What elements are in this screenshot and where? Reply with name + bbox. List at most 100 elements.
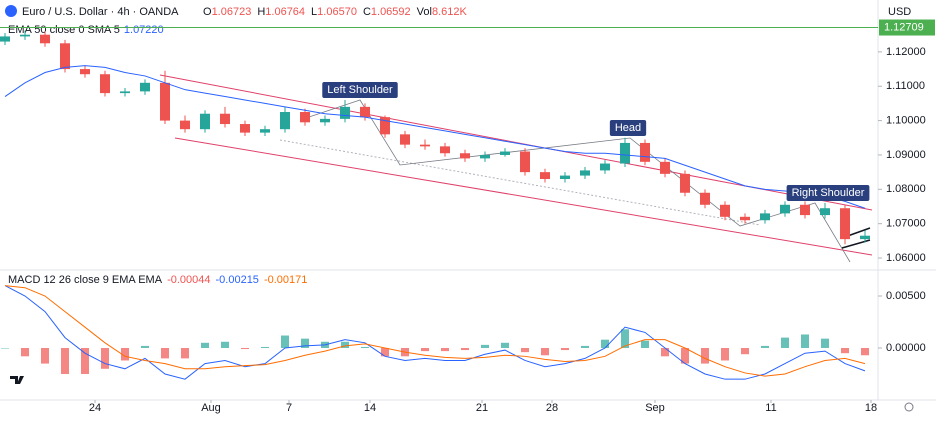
ohlc-value: 1.06723 [212, 6, 252, 18]
histogram-bar [81, 347, 89, 374]
macd-legend[interactable]: MACD 12 26 close 9 EMA EMA -0.00044 -0.002… [8, 274, 307, 286]
candle-body [160, 82, 170, 121]
candle-body [620, 142, 630, 164]
annotation-box [322, 82, 398, 98]
y-tick-label: 1.11000 [886, 80, 925, 92]
ohlc-readout: O1.06723 H1.06764 L1.06570 C1.06592 Vol8.612… [203, 6, 467, 18]
x-tick-label: 14 [364, 402, 376, 414]
candle-body [540, 172, 550, 180]
histogram-bar [561, 347, 569, 351]
histogram-bar [161, 347, 169, 359]
candle-body [860, 235, 870, 240]
histogram-bar [641, 340, 649, 348]
price-line-label: 1.12709 [884, 21, 924, 33]
y-tick-label: 0.00500 [886, 290, 926, 302]
histogram-bar [61, 347, 69, 374]
ohlc-value: 1.06764 [265, 6, 305, 18]
ohlc-key: H [257, 6, 265, 18]
ohlc-key: C [363, 6, 371, 18]
indicator-value: 1.07220 [124, 24, 164, 36]
annotation-box [786, 185, 870, 201]
histogram-bar [781, 337, 789, 348]
histogram-bar [381, 347, 389, 357]
candle-body [200, 113, 210, 130]
symbol-icon [5, 5, 17, 17]
histogram-bar [661, 347, 669, 357]
histogram-bar [701, 347, 709, 364]
candle-body [480, 154, 490, 159]
y-tick-label: 1.08000 [886, 183, 926, 195]
annotation-box [609, 120, 647, 136]
histogram-bar [361, 346, 369, 348]
candle-body [720, 204, 730, 217]
candle-body [340, 106, 350, 119]
candle-body [80, 69, 90, 75]
histogram-bar [801, 334, 809, 348]
histogram-bar [201, 342, 209, 348]
channel-lower [174, 137, 873, 256]
candle-body [780, 204, 790, 214]
macd-value: -0.00171 [264, 274, 307, 286]
candle-body [460, 153, 470, 159]
histogram-bar [421, 347, 429, 352]
candle-body [440, 146, 450, 154]
candle-body [840, 208, 850, 240]
histogram-bar [301, 338, 309, 348]
histogram-bar [261, 346, 269, 348]
candle-body [60, 43, 70, 70]
candle-body [180, 120, 190, 130]
macd-line [4, 285, 866, 377]
histogram-bar [761, 345, 769, 348]
histogram-bar [41, 347, 49, 364]
histogram-bar [341, 341, 349, 348]
candle-body [320, 118, 330, 123]
candle-body [400, 134, 410, 145]
histogram-bar [721, 347, 729, 361]
candle-body [660, 161, 670, 174]
x-tick-label: 21 [476, 402, 488, 414]
candle-body [0, 36, 10, 42]
histogram-bar [601, 339, 609, 348]
annotation: Right Shoulder [792, 187, 865, 199]
ohlc-key: Vol [417, 6, 432, 18]
histogram-bar [681, 347, 689, 364]
histogram-bar [441, 347, 449, 352]
candle-body [760, 213, 770, 221]
x-tick-label: 18 [865, 402, 877, 414]
logo [10, 376, 24, 384]
candle-body [800, 204, 810, 216]
candle-body [820, 208, 830, 216]
x-tick-label: 11 [765, 402, 776, 414]
candle-body [20, 34, 30, 37]
histogram-bar [281, 335, 289, 348]
y-tick-label: 1.10000 [886, 115, 926, 127]
candle-body [360, 106, 370, 118]
neckline [279, 139, 761, 226]
histogram-bar [621, 329, 629, 348]
histogram-bar [1, 347, 9, 349]
candle-body [40, 34, 50, 44]
histogram-bar [841, 347, 849, 354]
histogram-bar [241, 347, 249, 350]
x-tick-label: 28 [546, 402, 558, 414]
candle-body [700, 192, 710, 205]
y-tick-label: 1.09000 [886, 149, 926, 161]
ohlc-key: O [203, 6, 212, 18]
symbol[interactable]: Euro / U.S. Dollar · 4h · OANDA [22, 6, 179, 18]
histogram-bar [821, 338, 829, 348]
histogram-bar [741, 347, 749, 355]
ohlc-value: 1.06592 [371, 6, 411, 18]
settings-icon[interactable] [904, 402, 914, 412]
indicator-legend[interactable]: EMA 50 close 0 SMA 5 1.07220 [8, 24, 164, 36]
candle-body [420, 144, 430, 147]
histogram-bar [181, 347, 189, 359]
annotation: Left Shoulder [327, 84, 393, 96]
macd-name: MACD 12 26 close 9 EMA EMA [8, 274, 163, 286]
pattern-lines [299, 99, 851, 263]
x-tick-label: 7 [286, 402, 292, 414]
candle-body [280, 112, 290, 130]
histogram-bar [581, 345, 589, 348]
histogram-bar [101, 347, 109, 369]
histogram-bar [861, 347, 869, 356]
